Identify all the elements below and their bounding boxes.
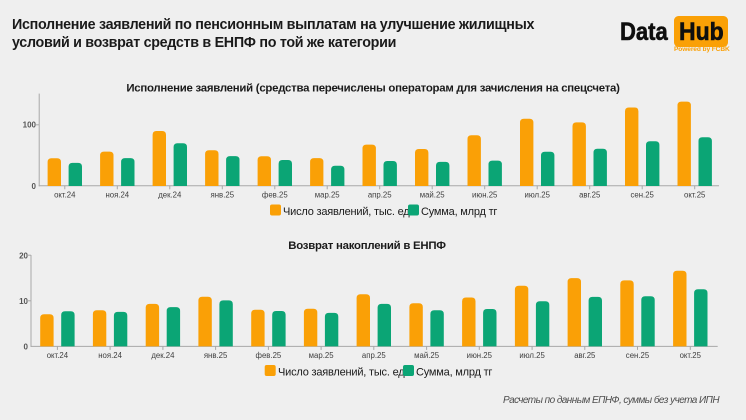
svg-text:авг.25: авг.25	[579, 191, 601, 200]
svg-text:сен.25: сен.25	[631, 191, 655, 200]
svg-text:Исполнение заявлений (средства: Исполнение заявлений (средства перечисле…	[126, 83, 620, 95]
svg-text:июл.25: июл.25	[519, 351, 545, 360]
svg-text:окт.24: окт.24	[47, 351, 69, 360]
svg-text:ноя.24: ноя.24	[98, 351, 122, 360]
svg-text:ноя.24: ноя.24	[105, 191, 129, 200]
svg-text:100: 100	[23, 121, 37, 130]
svg-text:Число заявлений, тыс. ед: Число заявлений, тыс. ед	[278, 366, 405, 378]
svg-text:0: 0	[24, 342, 29, 351]
svg-text:окт.24: окт.24	[54, 191, 76, 200]
svg-text:мар.25: мар.25	[309, 351, 335, 360]
svg-text:окт.25: окт.25	[684, 191, 706, 200]
svg-text:фев.25: фев.25	[262, 191, 288, 200]
svg-text:окт.25: окт.25	[680, 351, 702, 360]
svg-text:фев.25: фев.25	[256, 351, 282, 360]
svg-text:10: 10	[19, 297, 28, 306]
svg-text:май.25: май.25	[420, 191, 446, 200]
svg-text:апр.25: апр.25	[362, 351, 386, 360]
svg-text:20: 20	[19, 251, 28, 260]
svg-text:сен.25: сен.25	[626, 351, 650, 360]
svg-text:Сумма, млрд тг: Сумма, млрд тг	[421, 206, 497, 218]
svg-text:янв.25: янв.25	[211, 191, 235, 200]
svg-text:апр.25: апр.25	[368, 191, 392, 200]
svg-text:дек.24: дек.24	[158, 191, 182, 200]
svg-text:Расчеты по данным ЕПНФ, суммы: Расчеты по данным ЕПНФ, суммы без учета …	[503, 394, 720, 406]
svg-text:авг.25: авг.25	[574, 351, 596, 360]
svg-text:мар.25: мар.25	[315, 191, 341, 200]
svg-text:май.25: май.25	[414, 351, 440, 360]
svg-text:Сумма, млрд тг: Сумма, млрд тг	[416, 366, 492, 378]
svg-text:Возврат накоплений в ЕНПФ: Возврат накоплений в ЕНПФ	[288, 240, 446, 252]
svg-text:0: 0	[32, 182, 37, 191]
svg-text:дек.24: дек.24	[151, 351, 175, 360]
svg-text:июн.25: июн.25	[472, 191, 498, 200]
svg-text:июл.25: июл.25	[524, 191, 550, 200]
svg-text:июн.25: июн.25	[467, 351, 493, 360]
svg-text:янв.25: янв.25	[204, 351, 228, 360]
svg-text:Число заявлений, тыс. ед: Число заявлений, тыс. ед	[283, 206, 410, 218]
